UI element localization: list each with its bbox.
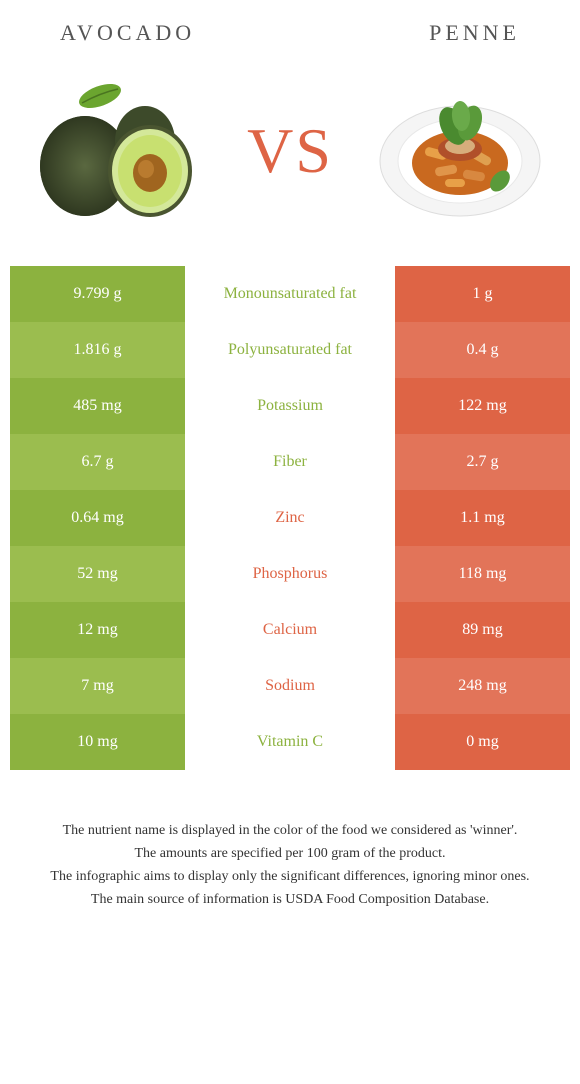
nutrient-label: Calcium	[185, 602, 395, 658]
table-row: 9.799 gMonounsaturated fat1 g	[10, 266, 570, 322]
right-food-title: PENNE	[429, 20, 520, 46]
right-value: 89 mg	[395, 602, 570, 658]
avocado-image	[30, 76, 210, 226]
penne-icon	[375, 81, 545, 221]
left-food-title: AVOCADO	[60, 20, 195, 46]
table-row: 10 mgVitamin C0 mg	[10, 714, 570, 770]
right-value: 122 mg	[395, 378, 570, 434]
right-value: 118 mg	[395, 546, 570, 602]
nutrient-label: Polyunsaturated fat	[185, 322, 395, 378]
right-value: 1.1 mg	[395, 490, 570, 546]
right-value: 0 mg	[395, 714, 570, 770]
footnote-line: The infographic aims to display only the…	[25, 866, 555, 887]
left-value: 485 mg	[10, 378, 185, 434]
table-row: 485 mgPotassium122 mg	[10, 378, 570, 434]
left-value: 10 mg	[10, 714, 185, 770]
avocado-icon	[30, 81, 210, 221]
left-value: 7 mg	[10, 658, 185, 714]
left-value: 12 mg	[10, 602, 185, 658]
footnote-line: The main source of information is USDA F…	[25, 889, 555, 910]
left-value: 52 mg	[10, 546, 185, 602]
right-value: 0.4 g	[395, 322, 570, 378]
table-row: 7 mgSodium248 mg	[10, 658, 570, 714]
nutrient-label: Zinc	[185, 490, 395, 546]
table-row: 12 mgCalcium89 mg	[10, 602, 570, 658]
left-value: 1.816 g	[10, 322, 185, 378]
footnote-line: The nutrient name is displayed in the co…	[25, 820, 555, 841]
right-value: 2.7 g	[395, 434, 570, 490]
table-row: 0.64 mgZinc1.1 mg	[10, 490, 570, 546]
header: AVOCADO PENNE	[10, 20, 570, 46]
left-value: 9.799 g	[10, 266, 185, 322]
comparison-table: 9.799 gMonounsaturated fat1 g1.816 gPoly…	[10, 266, 570, 770]
footnotes: The nutrient name is displayed in the co…	[10, 820, 570, 910]
nutrient-label: Vitamin C	[185, 714, 395, 770]
nutrient-label: Monounsaturated fat	[185, 266, 395, 322]
table-row: 6.7 gFiber2.7 g	[10, 434, 570, 490]
nutrient-label: Sodium	[185, 658, 395, 714]
left-value: 0.64 mg	[10, 490, 185, 546]
penne-image	[370, 76, 550, 226]
footnote-line: The amounts are specified per 100 gram o…	[25, 843, 555, 864]
images-row: VS	[10, 76, 570, 226]
nutrient-label: Phosphorus	[185, 546, 395, 602]
vs-label: VS	[247, 114, 333, 188]
right-value: 1 g	[395, 266, 570, 322]
table-row: 1.816 gPolyunsaturated fat0.4 g	[10, 322, 570, 378]
nutrient-label: Potassium	[185, 378, 395, 434]
table-row: 52 mgPhosphorus118 mg	[10, 546, 570, 602]
right-value: 248 mg	[395, 658, 570, 714]
nutrient-label: Fiber	[185, 434, 395, 490]
left-value: 6.7 g	[10, 434, 185, 490]
